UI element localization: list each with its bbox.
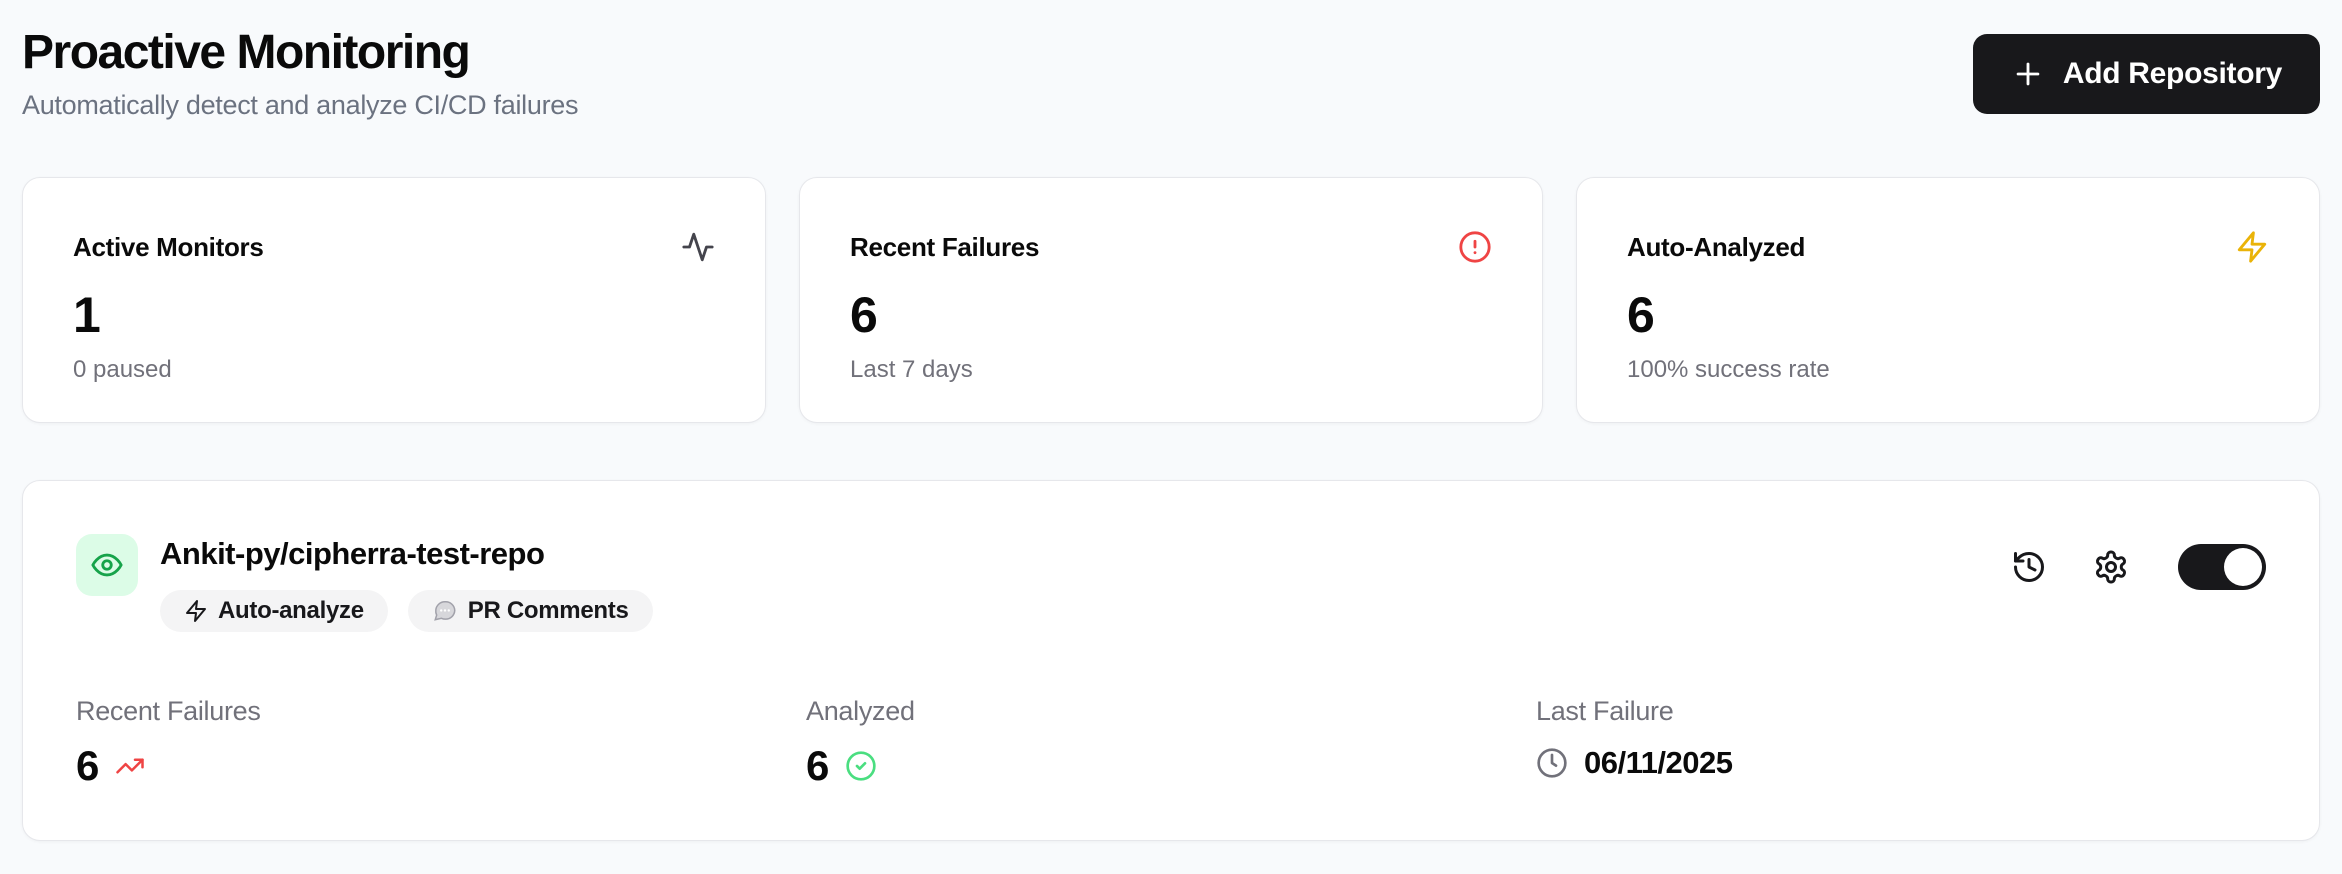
stat-value: 6 bbox=[1627, 287, 1655, 344]
settings-button[interactable] bbox=[2082, 538, 2140, 596]
add-repository-button[interactable]: Add Repository bbox=[1972, 34, 2320, 114]
repo-stat-recent-failures: Recent Failures 6 bbox=[76, 696, 806, 787]
stat-sub: 0 paused bbox=[73, 356, 172, 384]
stat-label: Recent Failures bbox=[850, 231, 1040, 262]
stat-sub: Last 7 days bbox=[850, 356, 973, 384]
repo-stat-value: 6 bbox=[806, 742, 830, 790]
history-icon bbox=[2011, 549, 2047, 585]
repo-stat-analyzed: Analyzed 6 bbox=[806, 696, 1536, 787]
stat-label: Auto-Analyzed bbox=[1627, 231, 1806, 262]
repo-name: Ankit-py/cipherra-test-repo bbox=[160, 536, 545, 572]
stat-value: 6 bbox=[850, 287, 878, 344]
eye-icon bbox=[90, 548, 124, 582]
stats-grid: Active Monitors 1 0 paused Recent Failur… bbox=[22, 177, 2320, 424]
badge-pr-comments: PR Comments bbox=[407, 590, 653, 633]
badge-label: Auto-analyze bbox=[218, 597, 364, 625]
page-title: Proactive Monitoring bbox=[22, 26, 471, 79]
stat-sub: 100% success rate bbox=[1627, 356, 1830, 384]
repo-title-block: Ankit-py/cipherra-test-repo Auto-analyze bbox=[160, 534, 653, 633]
alert-circle-icon bbox=[1458, 230, 1492, 264]
clock-icon bbox=[1536, 747, 1568, 779]
trending-up-icon bbox=[115, 751, 145, 781]
message-bubble-icon bbox=[432, 598, 458, 624]
repo-stat-value: 6 bbox=[76, 742, 100, 790]
plus-icon bbox=[2011, 57, 2045, 91]
repo-stat-last-failure: Last Failure 06/11/2025 bbox=[1536, 696, 2266, 787]
stat-card-active-monitors: Active Monitors 1 0 paused bbox=[22, 177, 766, 424]
repo-stat-label: Recent Failures bbox=[76, 696, 261, 727]
stat-value: 1 bbox=[73, 287, 101, 344]
repository-card: Ankit-py/cipherra-test-repo Auto-analyze bbox=[22, 480, 2320, 842]
monitor-enabled-toggle[interactable] bbox=[2178, 544, 2266, 591]
repo-actions bbox=[2000, 538, 2266, 596]
stat-label: Active Monitors bbox=[73, 231, 264, 262]
repo-stat-label: Analyzed bbox=[806, 696, 915, 727]
proactive-monitoring-page: Proactive Monitoring Automatically detec… bbox=[22, 26, 2320, 842]
gear-icon bbox=[2093, 549, 2129, 585]
repo-eye-icon-box bbox=[76, 534, 138, 597]
history-button[interactable] bbox=[2000, 538, 2058, 596]
repo-badges: Auto-analyze PR Comments bbox=[160, 590, 653, 633]
page-header: Proactive Monitoring Automatically detec… bbox=[22, 26, 2320, 121]
repository-header: Ankit-py/cipherra-test-repo Auto-analyze bbox=[76, 534, 2266, 633]
repo-stats-row: Recent Failures 6 Analyzed 6 bbox=[76, 696, 2266, 787]
badge-auto-analyze: Auto-analyze bbox=[160, 590, 388, 633]
last-failure-date: 06/11/2025 bbox=[1584, 745, 1733, 781]
stat-card-recent-failures: Recent Failures 6 Last 7 days bbox=[799, 177, 1543, 424]
badge-label: PR Comments bbox=[467, 597, 629, 625]
add-repository-label: Add Repository bbox=[2062, 57, 2282, 90]
zap-icon bbox=[184, 599, 208, 623]
header-text: Proactive Monitoring Automatically detec… bbox=[22, 26, 579, 121]
repo-stat-label: Last Failure bbox=[1536, 696, 1674, 727]
activity-icon bbox=[681, 230, 715, 264]
check-circle-icon bbox=[845, 750, 877, 782]
page-subtitle: Automatically detect and analyze CI/CD f… bbox=[22, 90, 579, 121]
toggle-knob bbox=[2224, 548, 2262, 587]
zap-icon bbox=[2235, 230, 2269, 264]
stat-card-auto-analyzed: Auto-Analyzed 6 100% success rate bbox=[1576, 177, 2320, 424]
